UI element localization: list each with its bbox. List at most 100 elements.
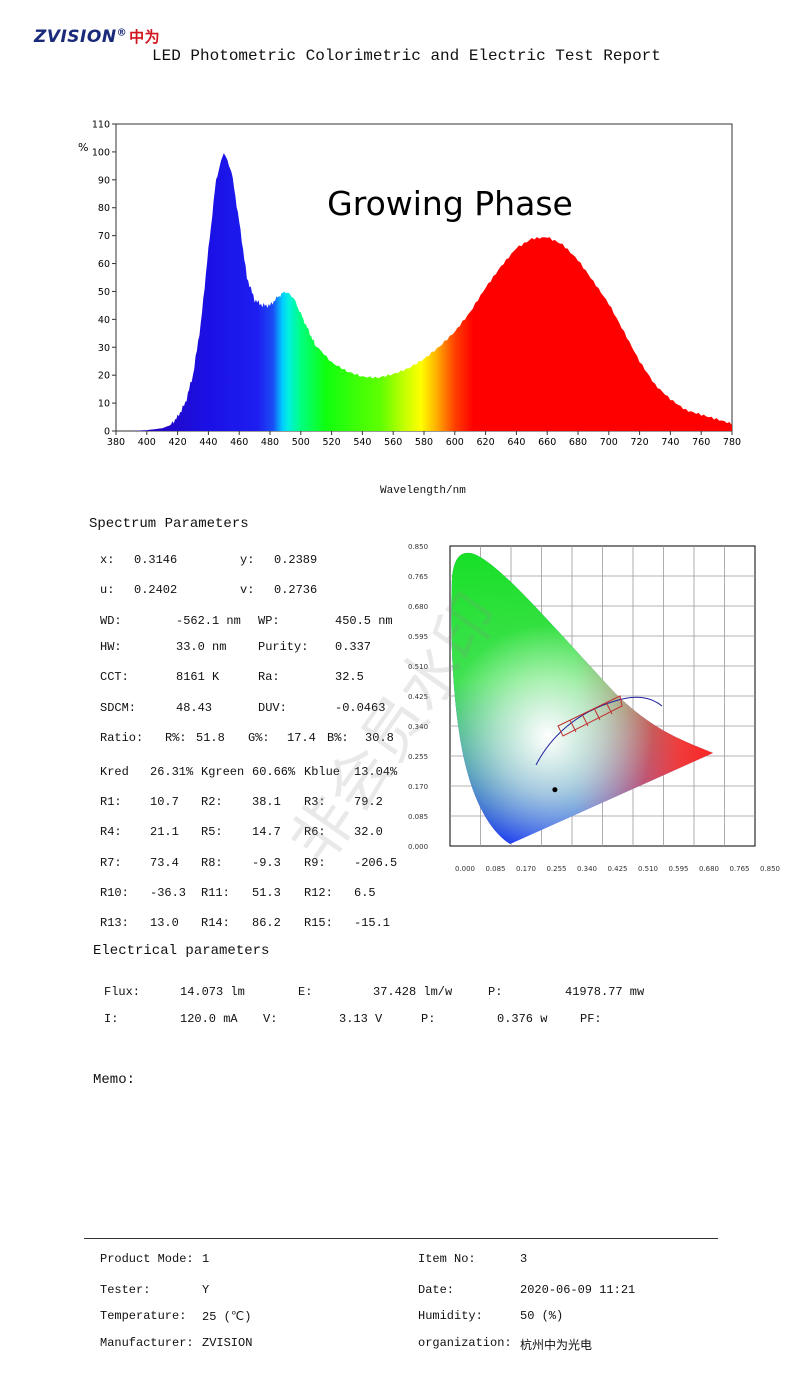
spectrum-y-tick-label: 60 <box>98 259 110 270</box>
u-value: 0.2402 <box>134 583 178 597</box>
report-title: LED Photometric Colorimetric and Electri… <box>152 47 661 65</box>
cie-x-tick-label: 0.085 <box>485 865 505 873</box>
cri-value: -206.5 <box>354 856 398 870</box>
cie-x-tick-label: 0.425 <box>607 865 627 873</box>
electrical-parameters-heading: Electrical parameters <box>93 943 270 959</box>
cri-label: R3: <box>304 795 326 809</box>
spectrum-x-tick-label: 540 <box>353 437 371 448</box>
spectrum-y-tick-label: 100 <box>92 147 110 158</box>
cri-label: R15: <box>304 916 333 930</box>
tester-value: Y <box>202 1283 210 1297</box>
spectrum-x-tick-label: 780 <box>723 437 741 448</box>
cri-label: R7: <box>100 856 122 870</box>
cri-value: -15.1 <box>354 916 391 930</box>
x-value: 0.3146 <box>134 553 178 567</box>
hw-value: 33.0 nm <box>176 640 227 654</box>
spectrum-x-tick-label: 400 <box>138 437 156 448</box>
cie-x-tick-label: 0.850 <box>760 865 780 873</box>
flux-label: Flux: <box>104 985 141 999</box>
flux-value: 14.073 lm <box>180 985 245 999</box>
spectrum-x-tick-label: 600 <box>446 437 464 448</box>
cct-label: CCT: <box>100 670 129 684</box>
ra-label: Ra: <box>258 670 280 684</box>
kblue-value: 13.04% <box>354 765 398 779</box>
cri-label: R14: <box>201 916 230 930</box>
logo-registered-mark: ® <box>116 27 128 39</box>
product-mode-label: Product Mode: <box>100 1252 194 1266</box>
cri-label: R8: <box>201 856 223 870</box>
cie-x-tick-label: 0.170 <box>516 865 536 873</box>
cri-value: 86.2 <box>252 916 281 930</box>
spectrum-x-tick-label: 580 <box>415 437 433 448</box>
efficacy-label: E: <box>298 985 313 999</box>
spectrum-x-tick-label: 420 <box>169 437 187 448</box>
spectrum-y-ticks: 0 10 20 30 40 50 60 70 80 90 100 110 <box>92 120 116 438</box>
spectrum-x-tick-label: 660 <box>538 437 556 448</box>
spectrum-y-tick-label: 20 <box>98 371 110 382</box>
logo-chinese: 中为 <box>129 28 161 46</box>
cri-label: R12: <box>304 886 333 900</box>
spectrum-x-tick-label: 380 <box>107 437 125 448</box>
cie-y-tick-label: 0.850 <box>408 543 428 551</box>
temperature-label: Temperature: <box>100 1309 187 1323</box>
spectrum-x-tick-label: 460 <box>230 437 248 448</box>
spectrum-y-tick-label: 110 <box>92 120 110 131</box>
cri-label: R1: <box>100 795 122 809</box>
power-w-value: 0.376 w <box>497 1012 548 1026</box>
cri-label: R11: <box>201 886 230 900</box>
duv-label: DUV: <box>258 701 287 715</box>
spectrum-y-unit: % <box>78 141 88 154</box>
spectrum-x-tick-label: 700 <box>600 437 618 448</box>
cri-value: 10.7 <box>150 795 179 809</box>
humidity-label: Humidity: <box>418 1309 483 1323</box>
spectrum-y-tick-label: 30 <box>98 343 110 354</box>
cri-value: 6.5 <box>354 886 376 900</box>
manufacturer-value: ZVISION <box>202 1336 253 1350</box>
cie-x-tick-label: 0.340 <box>577 865 597 873</box>
wd-label: WD: <box>100 614 122 628</box>
cct-value: 8161 K <box>176 670 220 684</box>
current-label: I: <box>104 1012 119 1026</box>
memo-label: Memo: <box>93 1072 136 1088</box>
spectrum-y-tick-label: 0 <box>104 427 110 438</box>
g-percent-label: G%: <box>248 731 270 745</box>
cie-y-tick-label: 0.425 <box>408 693 428 701</box>
y-label: y: <box>240 553 255 567</box>
power-factor-label: PF: <box>580 1012 602 1026</box>
cri-value: 38.1 <box>252 795 281 809</box>
purity-value: 0.337 <box>335 640 372 654</box>
spectrum-y-tick-label: 70 <box>98 231 110 242</box>
duv-value: -0.0463 <box>335 701 386 715</box>
product-mode-value: 1 <box>202 1252 210 1266</box>
cie-x-tick-label: 0.680 <box>699 865 719 873</box>
spectrum-x-tick-label: 760 <box>692 437 710 448</box>
u-label: u: <box>100 583 115 597</box>
power-mw-label: P: <box>488 985 503 999</box>
kred-value: 26.31% <box>150 765 194 779</box>
spectrum-x-tick-label: 520 <box>323 437 341 448</box>
spectrum-x-tick-label: 480 <box>261 437 279 448</box>
hw-label: HW: <box>100 640 122 654</box>
humidity-value: 50 (%) <box>520 1309 564 1323</box>
spectrum-x-tick-label: 500 <box>292 437 310 448</box>
kblue-label: Kblue <box>304 765 341 779</box>
spectrum-y-tick-label: 40 <box>98 315 110 326</box>
growing-phase-label: Growing Phase <box>327 184 573 223</box>
g-percent-value: 17.4 <box>287 731 316 745</box>
cri-value: 79.2 <box>354 795 383 809</box>
cri-label: R13: <box>100 916 129 930</box>
cie-y-tick-label: 0.340 <box>408 723 428 731</box>
cie-chromaticity-diagram: 0.000 0.085 0.170 0.255 0.340 0.425 0.510 0.595… <box>408 543 780 873</box>
logo-text: ZVISION <box>34 27 117 47</box>
cri-label: R2: <box>201 795 223 809</box>
kred-label: Kred <box>100 765 129 779</box>
company-logo: ZVISION® 中为 <box>34 26 160 47</box>
cri-value: 21.1 <box>150 825 179 839</box>
ratio-label: Ratio: <box>100 731 144 745</box>
cri-value: 14.7 <box>252 825 281 839</box>
cri-value: 51.3 <box>252 886 281 900</box>
power-mw-value: 41978.77 mw <box>565 985 645 999</box>
cie-y-tick-label: 0.000 <box>408 843 428 851</box>
organization-label: organization: <box>418 1336 512 1350</box>
y-value: 0.2389 <box>274 553 318 567</box>
